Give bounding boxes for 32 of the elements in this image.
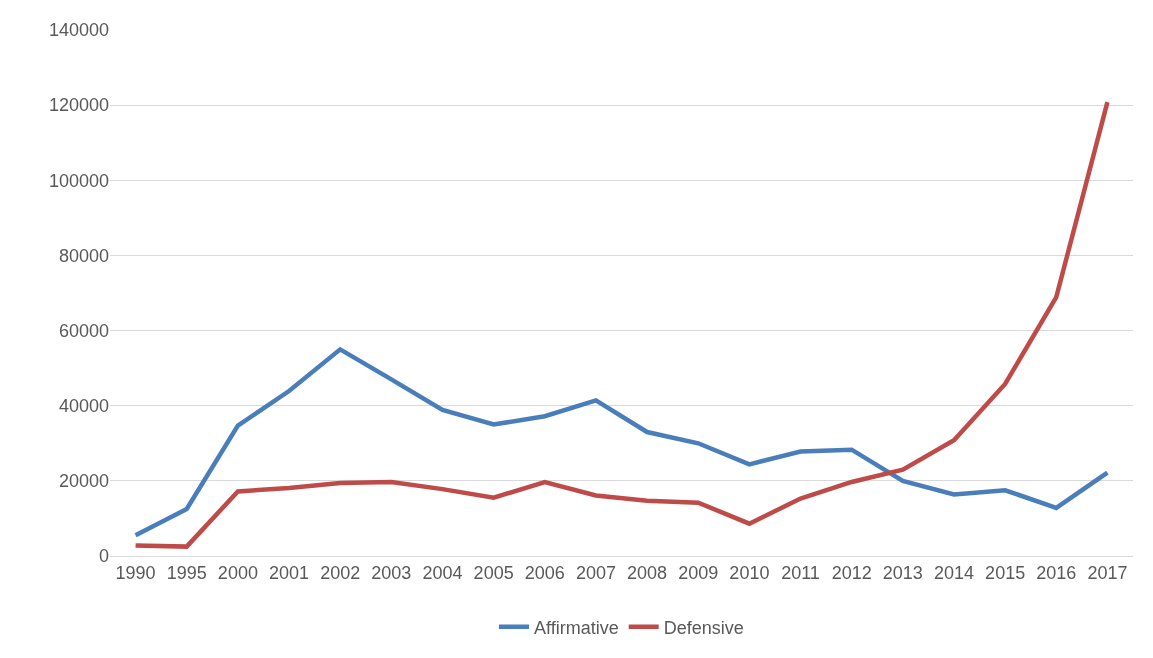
x-tick-label: 2010 [729, 562, 770, 583]
x-tick-label: 2005 [473, 562, 514, 583]
x-tick-label: 2013 [882, 562, 923, 583]
x-tick-label: 2011 [781, 562, 820, 583]
x-tick-label: 2017 [1087, 562, 1128, 583]
x-tick-label: 2008 [627, 562, 668, 583]
x-tick-label: 2006 [524, 562, 565, 583]
y-tick-label: 60000 [58, 320, 109, 341]
x-tick-label: 2001 [269, 562, 310, 583]
x-tick-label: 1990 [115, 562, 156, 583]
y-tick-label: 40000 [58, 396, 109, 417]
x-tick-label: 2015 [985, 562, 1026, 583]
legend-label: Defensive [663, 617, 744, 638]
x-tick-label: 2009 [678, 562, 719, 583]
x-tick-label: 2000 [217, 562, 258, 583]
x-tick-label: 2014 [933, 562, 974, 583]
x-tick-label: 2002 [320, 562, 361, 583]
x-tick-label: 2004 [422, 562, 463, 583]
y-tick-label: 100000 [48, 170, 109, 191]
line-series [133, 347, 1110, 538]
x-tick-label: 1995 [166, 562, 207, 583]
y-tick-label: 20000 [58, 471, 109, 492]
x-tick-label: 2003 [371, 562, 412, 583]
legend-label: Affirmative [534, 617, 619, 638]
y-tick-label: 0 [98, 546, 109, 567]
y-tick-label: 140000 [48, 20, 109, 41]
x-tick-label: 2007 [575, 562, 616, 583]
x-tick-label: 2012 [831, 562, 872, 583]
y-tick-label: 80000 [58, 245, 109, 266]
line-series [133, 99, 1110, 549]
y-tick-label: 120000 [48, 95, 109, 116]
x-tick-label: 2016 [1036, 562, 1077, 583]
